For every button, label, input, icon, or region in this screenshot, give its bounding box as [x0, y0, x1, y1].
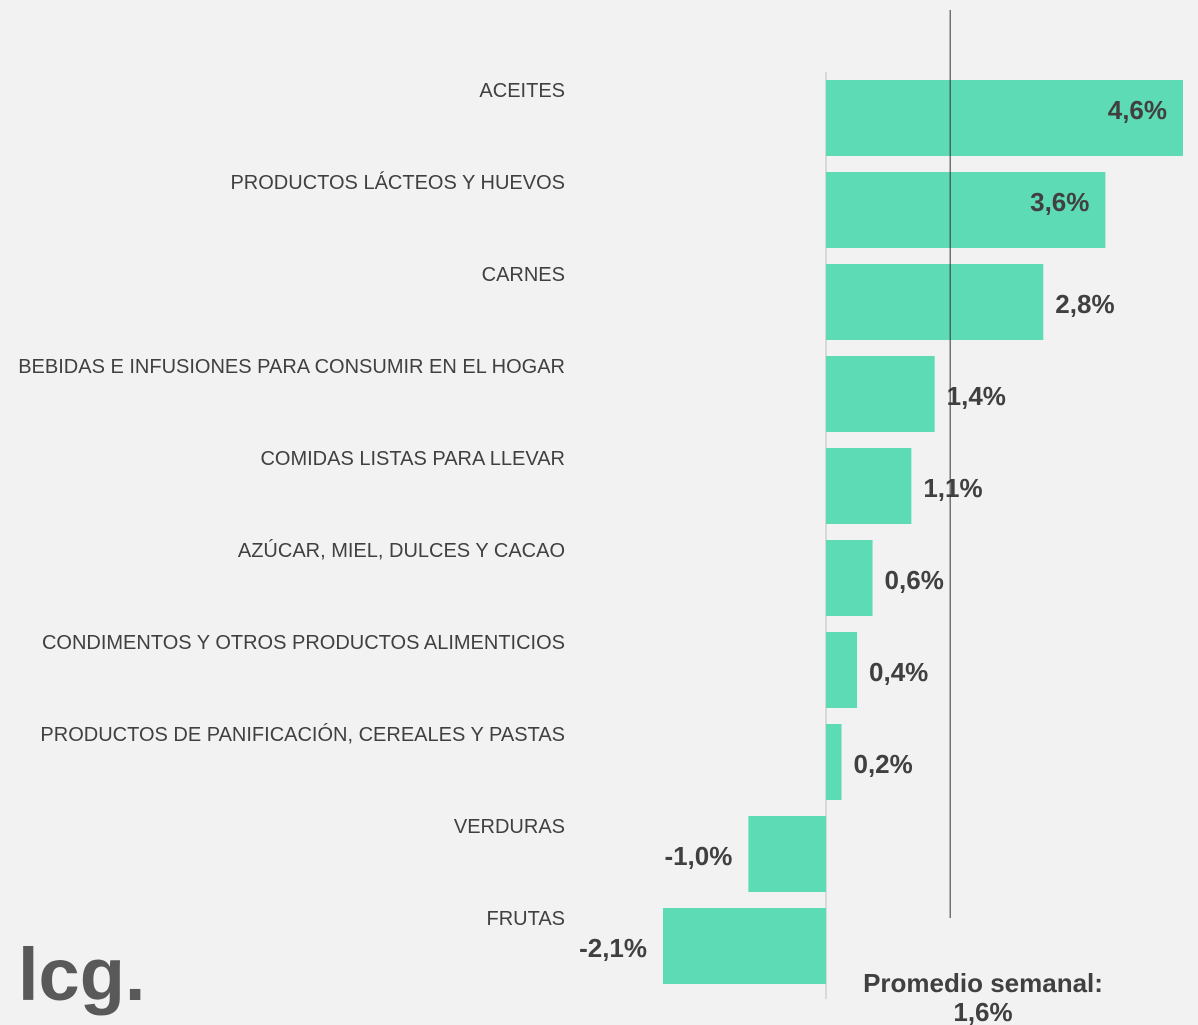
category-label: FRUTAS — [0, 900, 565, 938]
category-label: BEBIDAS E INFUSIONES PARA CONSUMIR EN EL… — [0, 348, 565, 386]
category-text: CARNES — [481, 264, 565, 286]
bar — [825, 172, 1106, 248]
category-text: CONDIMENTOS Y OTROS PRODUCTOS ALIMENTICI… — [41, 632, 565, 654]
category-text: PRODUCTOS LÁCTEOS Y HUEVOS — [230, 172, 565, 194]
category-text: COMIDAS LISTAS PARA LLEVAR — [260, 448, 565, 470]
value-label: 3,6% — [1030, 187, 1089, 217]
category-label: AZÚCAR, MIEL, DULCES Y CACAO — [0, 532, 565, 570]
category-label: CONDIMENTOS Y OTROS PRODUCTOS ALIMENTICI… — [0, 624, 565, 662]
bar — [748, 816, 826, 892]
category-label: PRODUCTOS LÁCTEOS Y HUEVOS — [0, 164, 565, 202]
category-text: PRODUCTOS DE PANIFICACIÓN, CEREALES Y PA… — [40, 724, 565, 746]
category-label: VERDURAS — [0, 808, 565, 846]
logo: lcg. — [18, 933, 145, 1016]
average-label: Promedio semanal: — [863, 968, 1103, 998]
bar — [825, 80, 1183, 156]
value-label: 1,4% — [947, 381, 1006, 411]
category-label: ACEITES — [0, 72, 565, 110]
category-text: VERDURAS — [453, 816, 565, 838]
value-label: 2,8% — [1055, 289, 1114, 319]
value-label: 1,1% — [923, 473, 982, 503]
value-label: 0,6% — [885, 565, 944, 595]
value-label: 0,4% — [869, 657, 928, 687]
bar — [825, 264, 1044, 340]
bar — [825, 632, 858, 708]
value-label: 4,6% — [1108, 95, 1167, 125]
value-label: -1,0% — [664, 841, 732, 871]
category-text: FRUTAS — [486, 908, 565, 930]
bar — [825, 356, 935, 432]
average-value: 1,6% — [953, 997, 1012, 1025]
bar — [825, 724, 842, 800]
bar — [825, 540, 873, 616]
category-label: PRODUCTOS DE PANIFICACIÓN, CEREALES Y PA… — [0, 716, 565, 754]
category-text: ACEITES — [479, 80, 565, 102]
value-label: 0,2% — [854, 749, 913, 779]
category-label: COMIDAS LISTAS PARA LLEVAR — [0, 440, 565, 478]
value-label: -2,1% — [579, 933, 647, 963]
category-label: CARNES — [0, 256, 565, 294]
bar — [663, 908, 826, 984]
bar — [825, 448, 912, 524]
category-text: BEBIDAS E INFUSIONES PARA CONSUMIR EN EL… — [18, 356, 565, 378]
category-text: AZÚCAR, MIEL, DULCES Y CACAO — [237, 540, 565, 562]
